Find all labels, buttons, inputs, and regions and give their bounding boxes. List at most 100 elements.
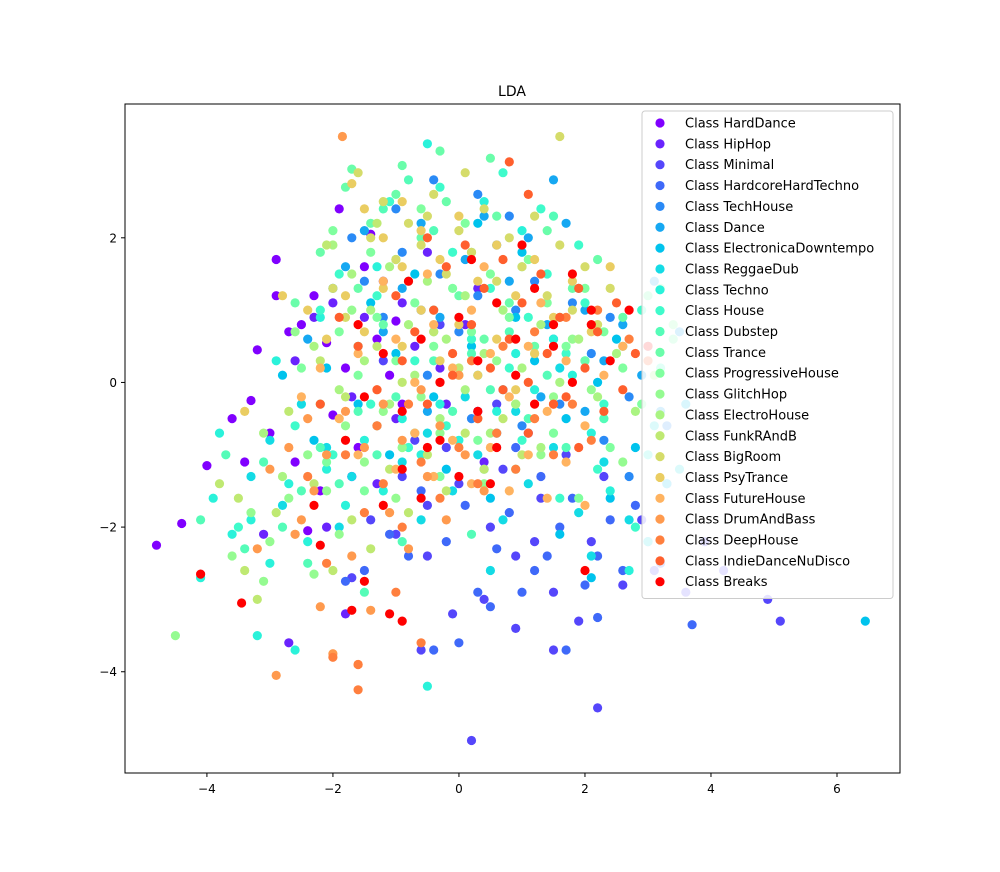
scatter-point: [290, 421, 300, 431]
scatter-point: [385, 370, 395, 380]
scatter-point: [397, 356, 407, 366]
scatter-point: [391, 464, 401, 474]
scatter-point: [240, 457, 250, 467]
scatter-point: [555, 131, 565, 142]
scatter-point: [334, 529, 344, 539]
scatter-point: [561, 392, 571, 402]
scatter-point: [429, 356, 439, 366]
scatter-point: [473, 189, 483, 199]
scatter-point: [366, 399, 376, 409]
x-tick-label: −2: [324, 782, 342, 796]
scatter-point: [580, 298, 590, 308]
scatter-point: [359, 435, 369, 445]
scatter-point: [454, 320, 464, 330]
legend-marker: [655, 577, 665, 587]
scatter-point: [586, 348, 596, 359]
scatter-point: [498, 414, 508, 424]
scatter-point: [485, 348, 495, 359]
scatter-point: [378, 500, 388, 510]
scatter-point: [555, 363, 565, 373]
scatter-point: [561, 341, 571, 351]
scatter-point: [435, 363, 445, 373]
scatter-point: [328, 652, 338, 662]
scatter-point: [611, 348, 622, 359]
scatter-point: [536, 442, 546, 453]
scatter-point: [416, 645, 426, 655]
scatter-point: [340, 435, 351, 445]
scatter-point: [366, 544, 376, 554]
scatter-point: [523, 341, 533, 351]
scatter-point: [466, 341, 477, 351]
scatter-point: [599, 414, 609, 424]
scatter-point: [441, 262, 451, 272]
scatter-point: [435, 254, 445, 265]
legend-marker: [655, 243, 665, 253]
scatter-point: [372, 312, 382, 322]
scatter-point: [391, 334, 401, 344]
scatter-point: [574, 616, 584, 626]
scatter-point: [378, 276, 388, 286]
scatter-point: [429, 189, 439, 199]
scatter-point: [435, 146, 445, 156]
scatter-point: [290, 356, 300, 366]
scatter-point: [593, 254, 603, 265]
scatter-point: [536, 471, 546, 482]
scatter-point: [378, 312, 388, 322]
scatter-point: [372, 218, 382, 228]
scatter-point: [271, 254, 281, 265]
scatter-point: [485, 385, 495, 395]
scatter-point: [485, 283, 495, 293]
scatter-point: [240, 406, 250, 416]
scatter-point: [416, 493, 426, 503]
scatter-point: [448, 348, 458, 359]
scatter-point: [460, 500, 470, 510]
scatter-point: [271, 291, 281, 301]
legend-label: Class HardcoreHardTechno: [685, 179, 859, 194]
scatter-point: [536, 392, 546, 402]
scatter-point: [548, 428, 559, 438]
scatter-point: [460, 218, 470, 228]
scatter-point: [403, 320, 414, 330]
legend-label: Class Minimal: [685, 158, 774, 173]
scatter-point: [422, 681, 432, 691]
scatter-point: [624, 392, 634, 402]
scatter-point: [403, 399, 414, 409]
scatter-point: [542, 370, 552, 380]
scatter-point: [630, 500, 641, 510]
legend-label: Class GlitchHop: [685, 388, 787, 403]
scatter-point: [485, 269, 495, 279]
scatter-point: [366, 515, 376, 525]
scatter-point: [448, 486, 458, 496]
scatter-point: [340, 450, 351, 460]
scatter-point: [385, 529, 395, 539]
scatter-point: [309, 291, 319, 301]
scatter-point: [385, 609, 395, 619]
scatter-point: [284, 493, 294, 503]
scatter-point: [322, 486, 332, 496]
scatter-point: [435, 399, 445, 409]
scatter-point: [624, 305, 634, 315]
scatter-point: [290, 645, 300, 655]
scatter-point: [567, 276, 578, 286]
scatter-point: [410, 428, 420, 438]
legend-label: Class HipHop: [685, 137, 771, 152]
scatter-point: [479, 464, 489, 474]
scatter-point: [435, 471, 445, 482]
scatter-point: [473, 370, 483, 380]
x-tick-label: 6: [833, 782, 841, 796]
series-dubstep: [196, 175, 609, 597]
scatter-point: [599, 327, 609, 337]
scatter-point: [315, 305, 325, 315]
scatter-point: [429, 327, 439, 337]
scatter-point: [378, 233, 388, 243]
scatter-point: [284, 442, 294, 453]
scatter-point: [561, 450, 571, 460]
legend-marker: [655, 431, 665, 441]
scatter-point: [328, 240, 338, 250]
scatter-point: [542, 493, 552, 503]
scatter-point: [611, 298, 622, 308]
scatter-point: [422, 428, 432, 438]
scatter-point: [246, 507, 256, 518]
scatter-point: [334, 414, 344, 424]
